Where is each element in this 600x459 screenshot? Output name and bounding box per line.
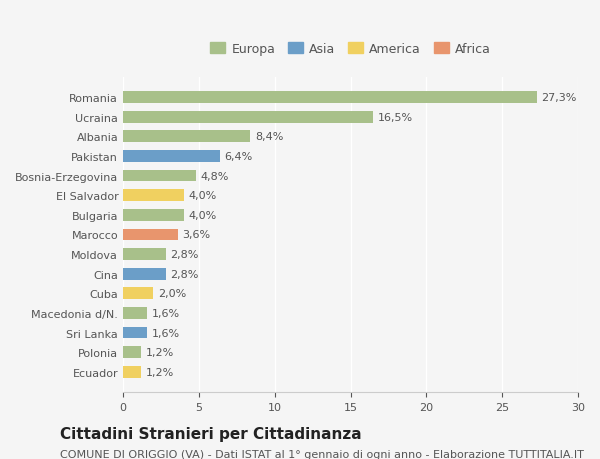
Text: 6,4%: 6,4% — [225, 151, 253, 162]
Bar — [123, 209, 184, 221]
Text: COMUNE DI ORIGGIO (VA) - Dati ISTAT al 1° gennaio di ogni anno - Elaborazione TU: COMUNE DI ORIGGIO (VA) - Dati ISTAT al 1… — [60, 449, 584, 459]
Bar — [123, 112, 373, 123]
Bar — [123, 347, 142, 358]
Text: 4,0%: 4,0% — [188, 210, 217, 220]
Bar — [123, 268, 166, 280]
Text: 2,0%: 2,0% — [158, 289, 186, 299]
Text: 8,4%: 8,4% — [255, 132, 283, 142]
Legend: Europa, Asia, America, Africa: Europa, Asia, America, Africa — [211, 43, 491, 56]
Text: 1,6%: 1,6% — [152, 328, 180, 338]
Text: 1,2%: 1,2% — [146, 347, 174, 358]
Text: 27,3%: 27,3% — [542, 93, 577, 103]
Text: 1,6%: 1,6% — [152, 308, 180, 318]
Text: 16,5%: 16,5% — [378, 112, 413, 123]
Bar — [123, 170, 196, 182]
Bar — [123, 151, 220, 162]
Bar — [123, 249, 166, 260]
Bar — [123, 366, 142, 378]
Text: 4,8%: 4,8% — [200, 171, 229, 181]
Text: 2,8%: 2,8% — [170, 269, 199, 279]
Bar — [123, 288, 154, 300]
Text: 3,6%: 3,6% — [182, 230, 211, 240]
Bar — [123, 190, 184, 202]
Bar — [123, 229, 178, 241]
Bar — [123, 131, 250, 143]
Text: Cittadini Stranieri per Cittadinanza: Cittadini Stranieri per Cittadinanza — [60, 425, 362, 441]
Text: 1,2%: 1,2% — [146, 367, 174, 377]
Bar — [123, 308, 148, 319]
Text: 4,0%: 4,0% — [188, 191, 217, 201]
Bar — [123, 327, 148, 339]
Text: 2,8%: 2,8% — [170, 250, 199, 259]
Bar — [123, 92, 537, 104]
